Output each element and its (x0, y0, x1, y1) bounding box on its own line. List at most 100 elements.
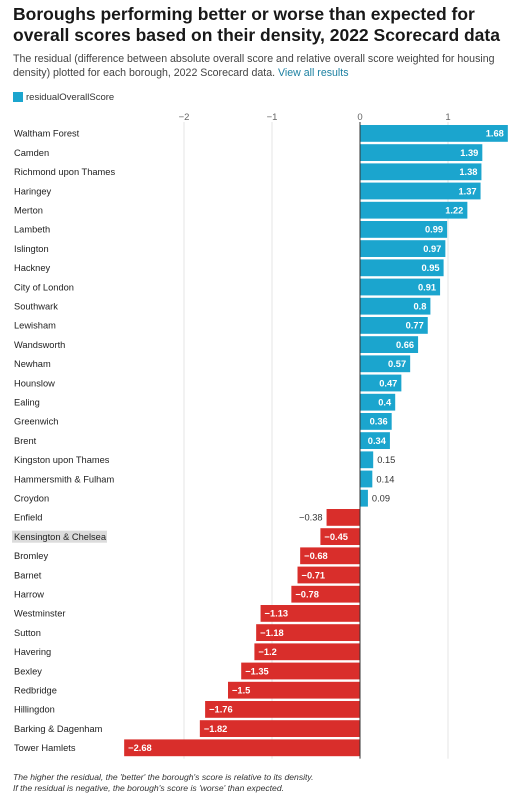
value-label: −0.78 (295, 590, 319, 600)
category-label: Sutton (14, 628, 41, 638)
value-label: 0.4 (378, 398, 392, 408)
value-label: −1.35 (245, 666, 269, 676)
value-label: 0.95 (421, 263, 439, 273)
bar-positive (360, 355, 411, 373)
category-label: Richmond upon Thames (14, 167, 115, 177)
category-label: Hounslow (14, 378, 55, 388)
value-label: 0.97 (423, 244, 441, 254)
category-label: Havering (14, 647, 51, 657)
value-label: 0.47 (379, 378, 397, 388)
category-label: Kensington & Chelsea (14, 532, 107, 542)
bar-positive (360, 182, 481, 200)
chart-description: The residual (difference between absolut… (13, 52, 503, 80)
value-label: 1.22 (445, 206, 463, 216)
bar-positive (360, 317, 428, 334)
value-label: 0.14 (376, 474, 394, 484)
category-label: Westminster (14, 609, 66, 619)
category-label: Camden (14, 148, 49, 158)
category-label: City of London (14, 282, 74, 292)
category-label: Hammersmith & Fulham (14, 474, 114, 484)
category-label: Bromley (14, 551, 48, 561)
value-label: −1.82 (204, 724, 228, 734)
category-label: Lambeth (14, 225, 50, 235)
category-label: Croydon (14, 494, 49, 504)
chart-notes: The higher the residual, the 'better' th… (13, 772, 508, 794)
value-label: −1.5 (232, 686, 250, 696)
value-label: 1.68 (486, 129, 504, 139)
value-label: −1.2 (258, 647, 276, 657)
bar-positive (360, 259, 444, 277)
bar-negative (228, 681, 360, 699)
value-label: 0.99 (425, 225, 443, 235)
value-label: −1.18 (260, 628, 284, 638)
bar-positive (360, 125, 508, 142)
bar-negative (260, 605, 360, 622)
category-label: Islington (14, 244, 49, 254)
category-label: Bexley (14, 666, 42, 676)
value-label: −0.45 (324, 532, 348, 542)
bar-negative (297, 566, 360, 584)
value-label: 0.91 (418, 282, 436, 292)
x-tick-label: −2 (179, 112, 190, 123)
category-label: Wandsworth (14, 340, 65, 350)
value-label: 0.66 (396, 340, 414, 350)
category-label: Barnet (14, 570, 42, 580)
legend-label: residualOverallScore (26, 91, 115, 103)
bar-positive (360, 240, 446, 257)
bar-positive (360, 144, 483, 161)
bar-positive (360, 451, 374, 469)
value-label: 0.77 (406, 321, 424, 331)
category-label: Hillingdon (14, 705, 55, 715)
description-text: The residual (difference between absolut… (13, 53, 495, 79)
value-label: 1.38 (459, 167, 477, 177)
bar-negative (199, 720, 360, 737)
bar-positive (360, 163, 482, 181)
chart-title: Boroughs performing better or worse than… (13, 4, 500, 45)
category-label: Waltham Forest (14, 129, 80, 139)
category-label: Tower Hamlets (14, 743, 76, 753)
bar-positive (360, 393, 396, 411)
bar-negative (300, 547, 360, 565)
bar-positive (360, 297, 431, 315)
value-label: −2.68 (128, 743, 152, 753)
category-label: Ealing (14, 398, 40, 408)
bar-positive (360, 413, 392, 430)
value-label: −1.76 (209, 705, 233, 715)
bar-positive (360, 201, 468, 219)
category-label: Brent (14, 436, 37, 446)
bar-chart: −2 −1 0 1 Waltham Forest 1.68 Camden 1.39 Richmo… (12, 112, 508, 759)
value-label: 0.57 (388, 359, 406, 369)
bar-positive (360, 489, 368, 507)
category-label: Redbridge (14, 686, 57, 696)
bar-positive (360, 336, 419, 353)
legend-swatch (13, 92, 23, 102)
x-tick-label: 1 (445, 112, 450, 123)
value-label: 0.09 (372, 494, 390, 504)
bar-negative (291, 585, 360, 603)
bar-negative (241, 662, 360, 680)
category-label: Southwark (14, 302, 58, 312)
bar-negative (254, 643, 360, 661)
bar-positive (360, 470, 373, 488)
category-label: Lewisham (14, 321, 56, 331)
value-label: −1.13 (265, 609, 289, 619)
value-label: 0.36 (370, 417, 388, 427)
value-label: 1.39 (460, 148, 478, 158)
category-label: Newham (14, 359, 51, 369)
category-label: Harrow (14, 590, 44, 600)
view-all-results-link[interactable]: View all results (278, 67, 349, 79)
bar-negative (205, 701, 360, 718)
category-label: Merton (14, 206, 43, 216)
value-label: −0.68 (304, 551, 328, 561)
category-label: Greenwich (14, 417, 58, 427)
value-label: 0.34 (368, 436, 387, 446)
value-label: 0.8 (413, 302, 426, 312)
legend: residualOverallScore (13, 91, 114, 103)
value-label: −0.71 (302, 570, 326, 580)
value-label: −0.38 (299, 513, 323, 523)
bar-positive (360, 432, 390, 449)
category-label: Haringey (14, 186, 52, 196)
category-highlight (12, 530, 107, 543)
bar-positive (360, 374, 402, 392)
x-tick-label: 0 (357, 112, 362, 123)
